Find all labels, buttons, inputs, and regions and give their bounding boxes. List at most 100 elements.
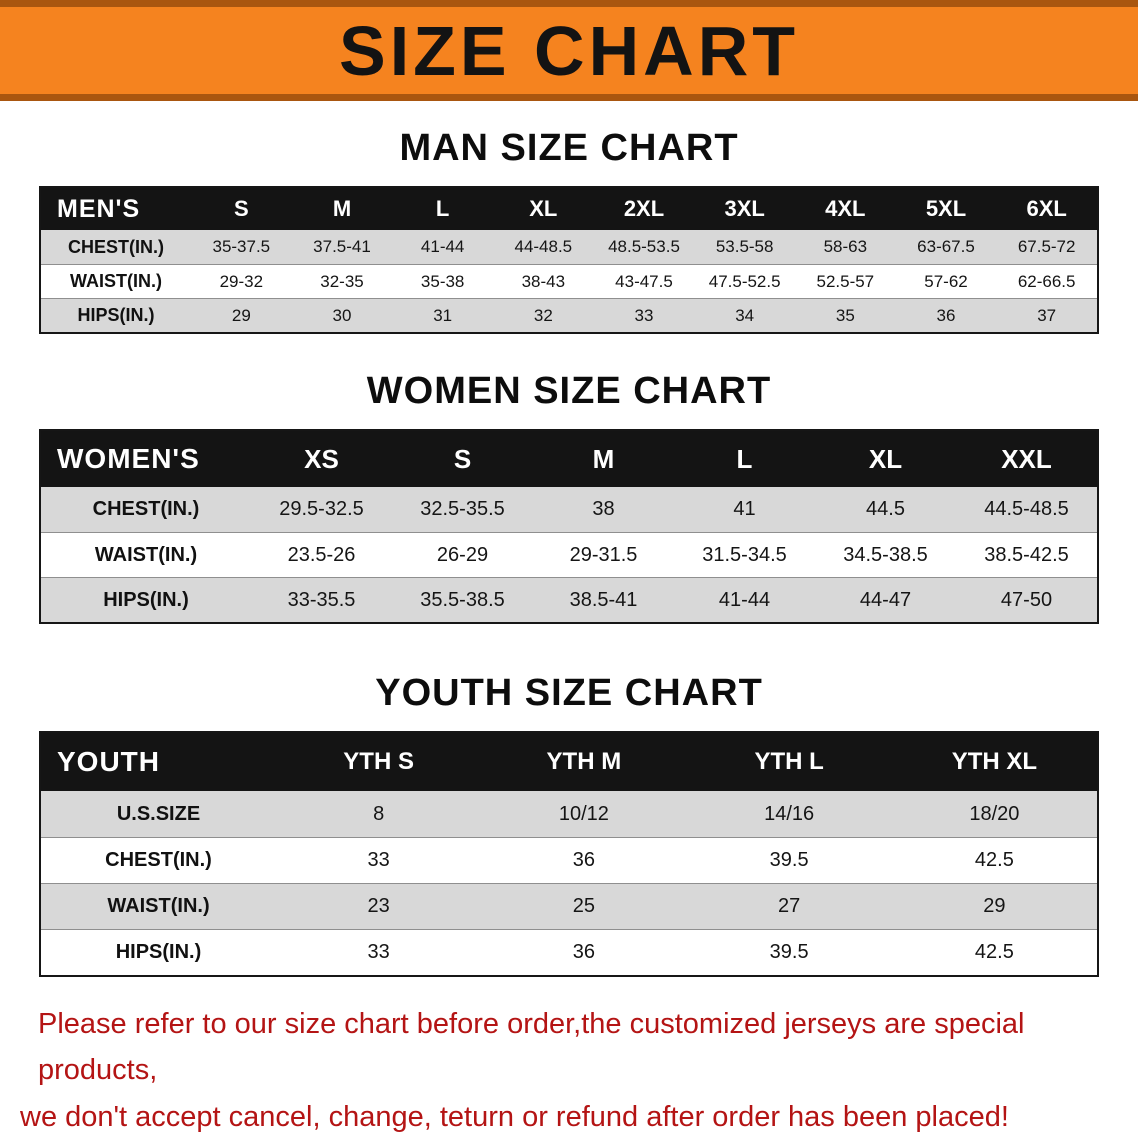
table-corner-label: WOMEN'S [57,443,200,474]
size-column-header: XS [304,443,339,474]
measurement-label: CHEST(IN.) [105,849,212,871]
size-column-header: 6XL [1026,196,1067,221]
measurement-value: 48.5-53.5 [608,237,680,256]
measurement-value: 53.5-58 [715,237,774,256]
measurement-label: U.S.SIZE [116,802,201,825]
measurement-value: 43-47.5 [615,271,673,291]
table-corner-label: YOUTH [57,746,160,777]
measurement-value: 31.5-34.5 [702,543,787,566]
measurement-value: 23.5-26 [287,543,356,566]
measurement-row: CHEST(IN.) 29.5-32.5 32.5-35.5 38 41 44.5 44.5… [41,487,1097,532]
banner-title: SIZE CHART [339,11,799,90]
size-column-header: L [435,196,450,221]
size-column-header: M [592,443,615,474]
measurement-value: 44.5 [866,498,905,520]
size-column-header: L [736,443,753,474]
size-chart-banner: SIZE CHART [0,0,1138,101]
measurement-row: HIPS(IN.) 29 30 31 32 33 34 35 36 37 [41,298,1097,332]
measurement-value: 26-29 [436,543,489,566]
measurement-value: 35-37.5 [212,237,271,256]
measurement-value: 38 [592,498,615,520]
measurement-value: 35-38 [420,271,465,291]
measurement-row: HIPS(IN.) 33 36 39.5 42.5 [41,929,1097,975]
measurement-value: 23 [367,895,390,917]
measurement-value: 39.5 [769,849,809,871]
size-column-header: YTH L [754,748,824,775]
disclaimer-line-2: we don't accept cancel, change, teturn o… [20,1100,1009,1133]
measurement-value: 35.5-38.5 [420,588,505,611]
measurement-value: 33 [634,305,654,325]
measurement-value: 29-31.5 [569,543,638,566]
measurement-value: 44-48.5 [514,237,573,256]
measurement-value: 10/12 [558,802,609,825]
measurement-value: 42.5 [974,849,1014,871]
measurement-value: 34 [735,305,755,325]
measurement-row: WAIST(IN.) 23 25 27 29 [41,883,1097,929]
measurement-value: 29 [231,305,251,325]
measurement-value: 8 [373,802,385,825]
measurement-label: WAIST(IN.) [107,895,210,917]
size-table-header-row: WOMEN'S XS S M L XL XXL [41,431,1097,487]
size-column-header: 5XL [925,196,967,221]
size-column-header: XXL [1001,443,1052,474]
measurement-value: 14/16 [764,802,815,825]
measurement-value: 18/20 [969,802,1020,825]
measurement-value: 36 [572,849,595,871]
measurement-row: WAIST(IN.) 29-32 32-35 35-38 38-43 43-47.5 47.… [41,264,1097,298]
women-size-table: WOMEN'S XS S M L XL XXL CHEST(IN.) 29.5-32.5 32.5… [39,429,1099,624]
youth-size-table: YOUTH YTH S YTH M YTH L YTH XL U.S.SIZE 8 10/12… [39,731,1099,977]
measurement-value: 29 [983,895,1006,917]
size-column-header: M [332,196,352,221]
size-column-header: 4XL [825,196,866,221]
measurement-value: 33 [367,941,390,963]
women-section-heading: WOMEN SIZE CHART [366,370,772,412]
measurement-value: 67.5-72 [1017,237,1076,256]
measurement-value: 58-63 [823,237,868,256]
size-column-header: YTH XL [951,748,1038,775]
measurement-value: 32.5-35.5 [420,498,505,520]
measurement-value: 57-62 [924,271,968,291]
size-column-header: XL [868,443,903,474]
measurement-value: 33-35.5 [287,588,356,611]
size-table-header-row: YOUTH YTH S YTH M YTH L YTH XL [41,733,1097,791]
size-column-header: YTH S [343,748,414,775]
measurement-value: 38.5-42.5 [984,543,1069,566]
disclaimer-line-1: Please refer to our size chart before or… [38,1008,1025,1087]
measurement-value: 42.5 [974,941,1014,963]
measurement-value: 34.5-38.5 [843,543,928,566]
measurement-row: HIPS(IN.) 33-35.5 35.5-38.5 38.5-41 41-44 44-… [41,577,1097,622]
measurement-row: WAIST(IN.) 23.5-26 26-29 29-31.5 31.5-34.5 34… [41,532,1097,577]
measurement-label: HIPS(IN.) [103,588,189,611]
size-column-header: S [453,443,472,474]
size-column-header: 3XL [724,196,765,221]
measurement-row: CHEST(IN.) 35-37.5 37.5-41 41-44 44-48.5 48.5… [41,230,1097,264]
measurement-value: 41-44 [420,237,465,256]
measurement-value: 44.5-48.5 [984,498,1069,520]
measurement-value: 36 [572,941,595,963]
measurement-value: 38.5-41 [569,588,638,611]
measurement-value: 37.5-41 [313,237,371,256]
measurement-row: CHEST(IN.) 33 36 39.5 42.5 [41,837,1097,883]
measurement-value: 29.5-32.5 [279,498,364,520]
measurement-value: 38-43 [521,271,566,291]
measurement-value: 35 [835,305,855,325]
men-section-heading: MAN SIZE CHART [399,127,739,169]
measurement-value: 31 [433,305,453,325]
table-corner-label: MEN'S [57,194,141,223]
measurement-label: HIPS(IN.) [115,941,202,963]
measurement-row: U.S.SIZE 8 10/12 14/16 18/20 [41,791,1097,837]
measurement-value: 47-50 [1000,588,1053,611]
measurement-value: 32-35 [320,271,364,291]
measurement-value: 37 [1037,305,1057,325]
measurement-value: 27 [778,895,801,917]
measurement-value: 47.5-52.5 [708,271,781,291]
measurement-value: 63-67.5 [917,237,975,256]
size-table-header-row: MEN'S S M L XL 2XL 3XL 4XL 5XL 6XL [41,188,1097,230]
size-column-header: YTH M [546,748,622,775]
measurement-value: 32 [533,305,553,325]
measurement-value: 44-47 [859,588,912,611]
disclaimer-text: Please refer to our size chart before or… [20,1001,1118,1140]
measurement-value: 39.5 [769,941,809,963]
size-column-header: XL [529,196,558,221]
